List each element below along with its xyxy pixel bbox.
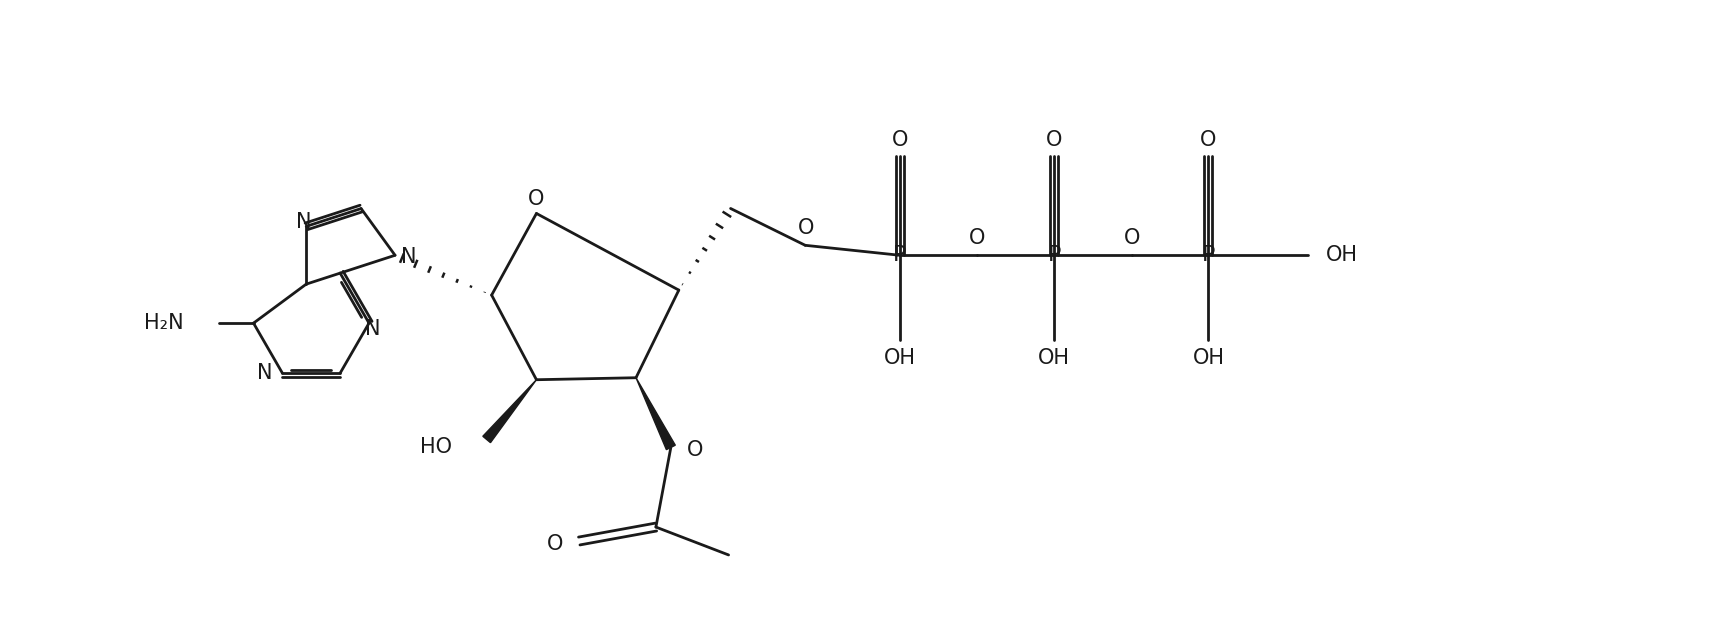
Text: OH: OH	[1326, 245, 1358, 265]
Text: P: P	[892, 245, 906, 265]
Text: HO: HO	[419, 437, 452, 457]
Text: N: N	[297, 212, 312, 233]
Text: O: O	[528, 188, 545, 209]
Text: O: O	[1200, 130, 1217, 150]
Text: O: O	[970, 228, 986, 249]
Text: N: N	[366, 319, 381, 339]
Text: P: P	[1048, 245, 1061, 265]
Text: O: O	[892, 130, 908, 150]
Text: N: N	[257, 363, 273, 383]
Text: O: O	[687, 441, 702, 460]
Text: OH: OH	[1193, 348, 1224, 368]
Text: O: O	[797, 218, 815, 238]
Text: H₂N: H₂N	[145, 313, 185, 333]
Polygon shape	[483, 380, 537, 443]
Text: OH: OH	[1037, 348, 1070, 368]
Text: O: O	[1046, 130, 1061, 150]
Text: P: P	[1201, 245, 1215, 265]
Text: O: O	[1124, 228, 1139, 249]
Polygon shape	[635, 378, 675, 450]
Text: O: O	[547, 534, 563, 554]
Text: N: N	[400, 247, 416, 268]
Text: OH: OH	[884, 348, 917, 368]
